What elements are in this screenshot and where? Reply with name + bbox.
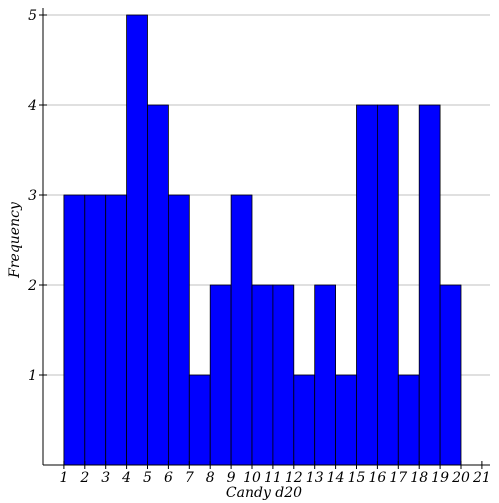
histogram-bar bbox=[418, 104, 441, 466]
y-tick-label: 3 bbox=[28, 188, 37, 204]
histogram-bar bbox=[84, 194, 107, 466]
x-tick-label: 3 bbox=[101, 470, 110, 486]
histogram-bar bbox=[376, 104, 399, 466]
x-tick-label: 7 bbox=[185, 470, 194, 486]
x-tick-label: 20 bbox=[451, 470, 470, 486]
axes bbox=[39, 8, 490, 469]
histogram-bar bbox=[335, 374, 357, 466]
histogram-bar bbox=[272, 284, 295, 466]
y-axis-title: Frequency bbox=[7, 201, 23, 279]
histogram-bar bbox=[167, 194, 190, 466]
histogram-bars bbox=[63, 14, 462, 466]
x-tick-label: 19 bbox=[431, 470, 449, 486]
x-tick-label: 9 bbox=[227, 470, 236, 486]
x-tick-label: 8 bbox=[206, 470, 215, 486]
histogram-bar bbox=[356, 104, 378, 466]
x-tick-label: 5 bbox=[143, 470, 152, 486]
x-tick-label: 13 bbox=[306, 470, 324, 486]
x-tick-label: 14 bbox=[327, 470, 345, 486]
x-tick-label: 4 bbox=[121, 470, 131, 486]
x-axis-title: Candy d20 bbox=[226, 485, 302, 501]
x-tick-label: 21 bbox=[472, 470, 491, 486]
x-tick-label: 18 bbox=[410, 470, 428, 486]
x-tick-label: 11 bbox=[264, 470, 282, 486]
histogram-bar bbox=[293, 374, 316, 466]
y-tick-label: 5 bbox=[28, 8, 37, 24]
y-tick-label: 2 bbox=[27, 278, 37, 294]
histogram-bar bbox=[314, 284, 337, 466]
histogram-bar bbox=[251, 284, 274, 466]
histogram-bar bbox=[439, 284, 462, 466]
histogram-bar bbox=[397, 374, 420, 466]
histogram-bar bbox=[209, 284, 232, 466]
histogram-bar bbox=[147, 104, 169, 466]
x-tick-label: 15 bbox=[348, 470, 366, 486]
x-tick-label: 10 bbox=[243, 470, 261, 486]
x-tick-label: 6 bbox=[164, 470, 173, 486]
x-tick-label: 1 bbox=[59, 470, 68, 486]
histogram-bar bbox=[126, 14, 148, 466]
y-tick-label: 4 bbox=[27, 98, 37, 114]
histogram-bar bbox=[230, 194, 253, 466]
x-tick-label: 16 bbox=[368, 470, 386, 486]
x-tick-label: 12 bbox=[285, 470, 303, 486]
y-tick-label: 1 bbox=[28, 368, 37, 384]
histogram-bar bbox=[63, 194, 86, 466]
x-tick-label: 2 bbox=[79, 470, 89, 486]
histogram-bar bbox=[188, 374, 211, 466]
histogram-bar bbox=[105, 194, 127, 466]
x-tick-label: 17 bbox=[389, 470, 407, 486]
